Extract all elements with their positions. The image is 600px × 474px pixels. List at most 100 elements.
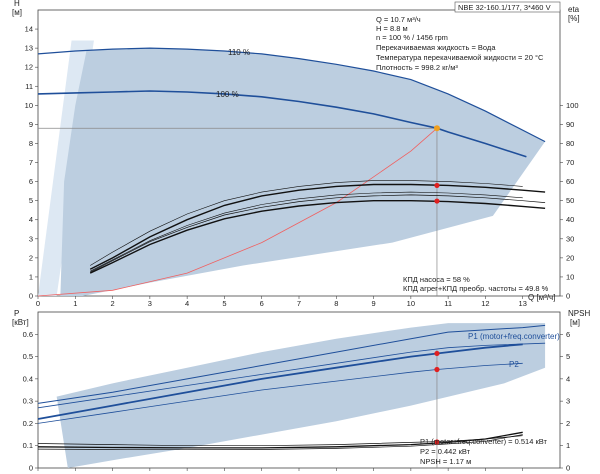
bottom-y-axis-unit: [кВт] xyxy=(12,318,29,327)
x-tick-label: 11 xyxy=(444,299,452,308)
y-tick-label: 7 xyxy=(29,158,33,167)
info-speed: n = 100 % / 1456 rpm xyxy=(376,33,448,42)
x-tick-label: 7 xyxy=(297,299,301,308)
bottom-panel: 0 0.1 0.2 0.3 0.4 0.5 0.6 0 1 2 3 4 5 6 xyxy=(23,311,571,473)
y2-tick-label: 20 xyxy=(566,253,574,262)
y2-tick-label: 1 xyxy=(566,441,570,450)
y-tick-label: 0 xyxy=(29,464,33,473)
efficiency-curve xyxy=(90,191,523,272)
bottom-y2-axis-unit: [м] xyxy=(570,318,580,327)
x-tick-label: 13 xyxy=(519,299,527,308)
y-tick-label: 0.3 xyxy=(23,397,33,406)
x-tick-label: 5 xyxy=(222,299,226,308)
efficiency-curve xyxy=(89,200,546,274)
power-p1-curve xyxy=(37,324,546,404)
y2-tick-label: 40 xyxy=(566,215,574,224)
y2-tick-label: 80 xyxy=(566,139,574,148)
curve-label-p1: P1 (motor+freq.converter) xyxy=(468,332,560,341)
bottom-grid xyxy=(35,333,563,471)
top-grid xyxy=(35,28,563,299)
top-y-axis-unit: [м] xyxy=(12,8,22,17)
y2-tick-label: 70 xyxy=(566,158,574,167)
bottom-tick-labels: 0 0.1 0.2 0.3 0.4 0.5 0.6 0 1 2 3 4 5 6 xyxy=(23,330,571,473)
model-label-box xyxy=(454,1,561,13)
region-operating-area xyxy=(60,48,546,297)
power-curve xyxy=(37,362,523,424)
x-tick-label: 8 xyxy=(334,299,338,308)
model-label: NBE 32-160.1/177, 3*460 V xyxy=(458,3,551,12)
y2-tick-label: 4 xyxy=(566,374,570,383)
npsh-curve xyxy=(37,431,523,449)
y-tick-label: 10 xyxy=(25,101,33,110)
x-tick-label: 9 xyxy=(371,299,375,308)
y-tick-label: 4 xyxy=(29,215,33,224)
y2-tick-label: 0 xyxy=(566,292,570,301)
y2-tick-label: 3 xyxy=(566,397,570,406)
x-tick-label: 1 xyxy=(73,299,77,308)
y-tick-label: 8 xyxy=(29,139,33,148)
bottom-y-axis-label: P xyxy=(14,309,19,318)
info-p2: P2 = 0.442 кВт xyxy=(420,447,471,456)
efficiency-curve xyxy=(90,194,546,273)
y-tick-label: 0.1 xyxy=(23,441,33,450)
power-curve xyxy=(37,342,546,409)
efficiency-curve xyxy=(90,180,523,266)
y2-tick-label: 60 xyxy=(566,177,574,186)
region-power-area xyxy=(56,323,546,468)
x-tick-label: 10 xyxy=(407,299,415,308)
y-tick-label: 0.6 xyxy=(23,330,33,339)
npsh-curve xyxy=(37,434,523,451)
top-series xyxy=(37,47,546,297)
power-marker xyxy=(434,439,440,445)
y-tick-label: 14 xyxy=(25,25,33,34)
efficiency-curve xyxy=(89,183,546,270)
efficiency-marker xyxy=(434,198,440,204)
x-tick-label: 3 xyxy=(148,299,152,308)
top-y-axis-label: H xyxy=(14,0,20,8)
x-tick-label: 0 xyxy=(36,299,40,308)
power-marker xyxy=(434,366,440,373)
info-density: Плотность = 998.2 кг/м³ xyxy=(376,63,458,72)
y-tick-label: 11 xyxy=(25,82,33,91)
bottom-y2-axis-label: NPSH xyxy=(568,309,590,318)
y-tick-label: 0.2 xyxy=(23,419,33,428)
info-temperature: Температура перекачиваемой жидкости = 20… xyxy=(376,53,544,62)
y2-tick-label: 0 xyxy=(566,464,570,473)
curve-100-percent xyxy=(37,90,527,158)
y2-tick-label: 50 xyxy=(566,196,574,205)
bottom-series xyxy=(37,324,546,468)
y-tick-label: 2 xyxy=(29,253,33,262)
top-efficiency-info: КПД насоса = 58 % КПД агрег+КПД преобр. … xyxy=(403,275,549,293)
power-p2-curve xyxy=(37,343,523,420)
y-tick-label: 12 xyxy=(25,63,33,72)
y2-tick-label: 6 xyxy=(566,330,570,339)
y-tick-label: 13 xyxy=(25,44,33,53)
system-curve xyxy=(37,127,438,297)
top-y2-axis-unit: [%] xyxy=(568,14,580,23)
y-tick-label: 0 xyxy=(29,292,33,301)
y2-tick-label: 30 xyxy=(566,234,574,243)
y-tick-label: 1 xyxy=(29,272,33,281)
curve-110-percent xyxy=(37,47,546,143)
duty-point xyxy=(433,125,440,132)
y2-tick-label: 90 xyxy=(566,120,574,129)
y-tick-label: 0.4 xyxy=(23,374,33,383)
y-tick-label: 5 xyxy=(29,196,33,205)
x-tick-label: 12 xyxy=(481,299,489,308)
info-flow: Q = 10.7 м³/ч xyxy=(376,15,421,24)
info-p1: P1 (motor+freq.converter) = 0.514 кВт xyxy=(420,437,548,446)
info-unit-efficiency: КПД агрег+КПД преобр. частоты = 49.8 % xyxy=(403,284,549,293)
bottom-operating-region xyxy=(56,323,546,468)
top-operating-region xyxy=(38,40,546,297)
curve-label-p2: P2 xyxy=(509,360,519,369)
top-info-block: Q = 10.7 м³/ч H = 8.8 м n = 100 % / 1456… xyxy=(376,15,544,72)
y2-tick-label: 10 xyxy=(566,272,574,281)
bottom-info-block: P1 (motor+freq.converter) = 0.514 кВт P2… xyxy=(420,437,548,466)
x-tick-label: 4 xyxy=(185,299,189,308)
x-tick-label: 2 xyxy=(110,299,114,308)
info-liquid: Перекачиваемая жидкость = Вода xyxy=(376,43,496,52)
top-tick-labels: 0 1 2 3 4 5 6 7 8 9 10 11 12 130123456789101112131401… xyxy=(25,25,579,308)
y-tick-label: 6 xyxy=(29,177,33,186)
y-tick-label: 0.5 xyxy=(23,352,33,361)
